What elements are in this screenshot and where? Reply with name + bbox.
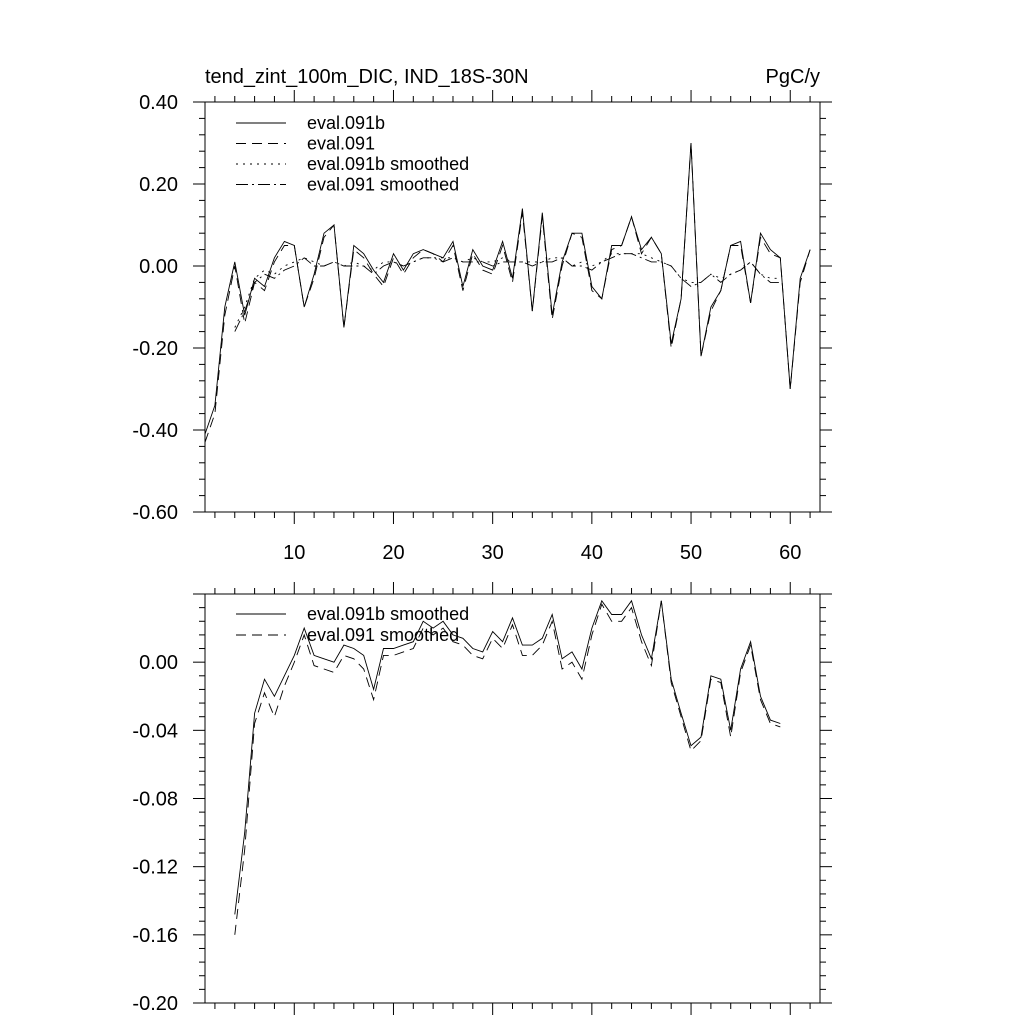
y-tick-label: -0.20	[132, 993, 178, 1015]
bottom-plot: 0.00 -0.04 -0.08 -0.12 -0.16 -0.20 eval.091b s…	[132, 582, 832, 1015]
series-line	[204, 142, 811, 443]
x-tick-label: 10	[283, 542, 305, 564]
series-line	[204, 142, 811, 435]
plot-frame	[204, 101, 821, 513]
legend-label: eval.091b smoothed	[307, 154, 469, 174]
y-tick-label: -0.20	[132, 338, 178, 360]
y-tick-label: -0.04	[132, 720, 178, 742]
x-tick-label: 20	[382, 542, 404, 564]
series-line	[234, 253, 781, 332]
legend-label: eval.091b smoothed	[307, 604, 469, 624]
series-line	[234, 600, 781, 935]
x-tick-label: 50	[680, 542, 702, 564]
y-tick-label: 0.00	[139, 652, 178, 674]
legend-label: eval.091 smoothed	[307, 175, 459, 195]
y-tick-label: -0.40	[132, 420, 178, 442]
legend-label: eval.091b	[307, 113, 385, 133]
y-tick-label: -0.12	[132, 857, 178, 879]
top-plot: 10 20 30 40 50 60 0.40 0.20 0.00 -0.20 -0.40 -0.60 e…	[132, 90, 832, 564]
y-tick-label: -0.08	[132, 789, 178, 811]
x-tick-label: 40	[581, 542, 603, 564]
chart-title: tend_zint_100m_DIC, IND_18S-30N	[205, 66, 529, 88]
y-tick-label: -0.16	[132, 925, 178, 947]
x-tick-label: 60	[779, 542, 801, 564]
y-tick-label: 0.40	[139, 92, 178, 114]
chart-units: PgC/y	[766, 66, 820, 88]
legend-label: eval.091 smoothed	[307, 625, 459, 645]
y-tick-label: 0.00	[139, 256, 178, 278]
plot-frame	[204, 593, 821, 1004]
y-tick-label: 0.20	[139, 174, 178, 196]
x-tick-label: 30	[482, 542, 504, 564]
y-tick-label: -0.60	[132, 502, 178, 524]
legend-label: eval.091	[307, 134, 375, 154]
series-line	[234, 599, 781, 915]
